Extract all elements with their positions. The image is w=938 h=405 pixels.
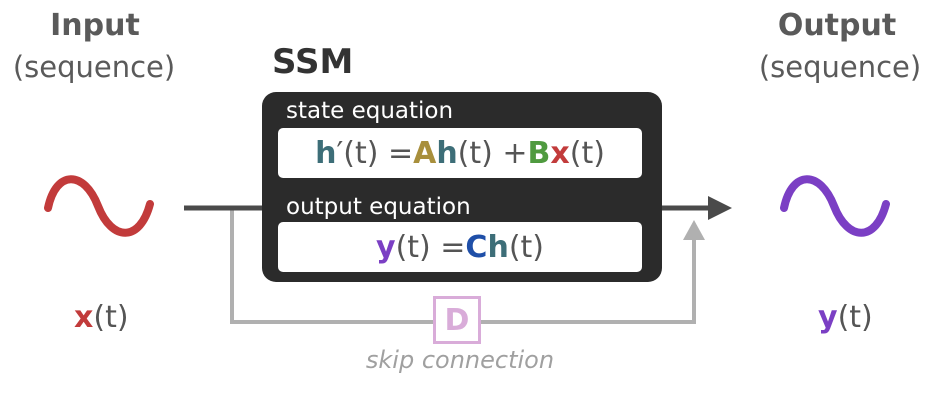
input-signal-label: x(t) (74, 300, 129, 335)
out-eq-y: y (376, 229, 396, 265)
state-eq-prime-t: ′(t) = (336, 135, 414, 171)
state-eq-B: B (527, 135, 551, 171)
state-eq-h2: h (436, 135, 458, 171)
output-subtitle: (sequence) (758, 50, 922, 84)
input-signal-arg: (t) (93, 300, 129, 335)
state-eq-t-plus: (t) + (457, 135, 528, 171)
skip-connection-caption: skip connection (365, 346, 555, 374)
out-eq-t-end: (t) (508, 229, 544, 265)
out-eq-t-eq: (t) = (395, 229, 466, 265)
out-eq-h: h (487, 229, 509, 265)
output-signal-label: y(t) (818, 300, 873, 335)
d-matrix-box: D (433, 296, 481, 344)
state-equation-label: state equation (286, 98, 454, 124)
state-eq-A: A (413, 135, 437, 171)
ssm-title: SSM (272, 42, 354, 82)
input-sine-wave (44, 175, 154, 237)
output-sine-wave (780, 175, 890, 237)
input-title: Input (50, 8, 140, 43)
output-signal-arg: (t) (837, 300, 873, 335)
out-eq-C: C (465, 229, 488, 265)
skip-arrowhead (683, 220, 705, 240)
state-eq-h: h (315, 135, 337, 171)
state-eq-x: x (550, 135, 570, 171)
output-signal-symbol: y (818, 300, 838, 335)
input-signal-symbol: x (74, 300, 94, 335)
output-arrowhead (708, 196, 732, 220)
output-title: Output (777, 8, 897, 43)
output-equation-label: output equation (286, 194, 471, 220)
state-eq-t-end: (t) (569, 135, 605, 171)
input-subtitle: (sequence) (12, 50, 176, 84)
